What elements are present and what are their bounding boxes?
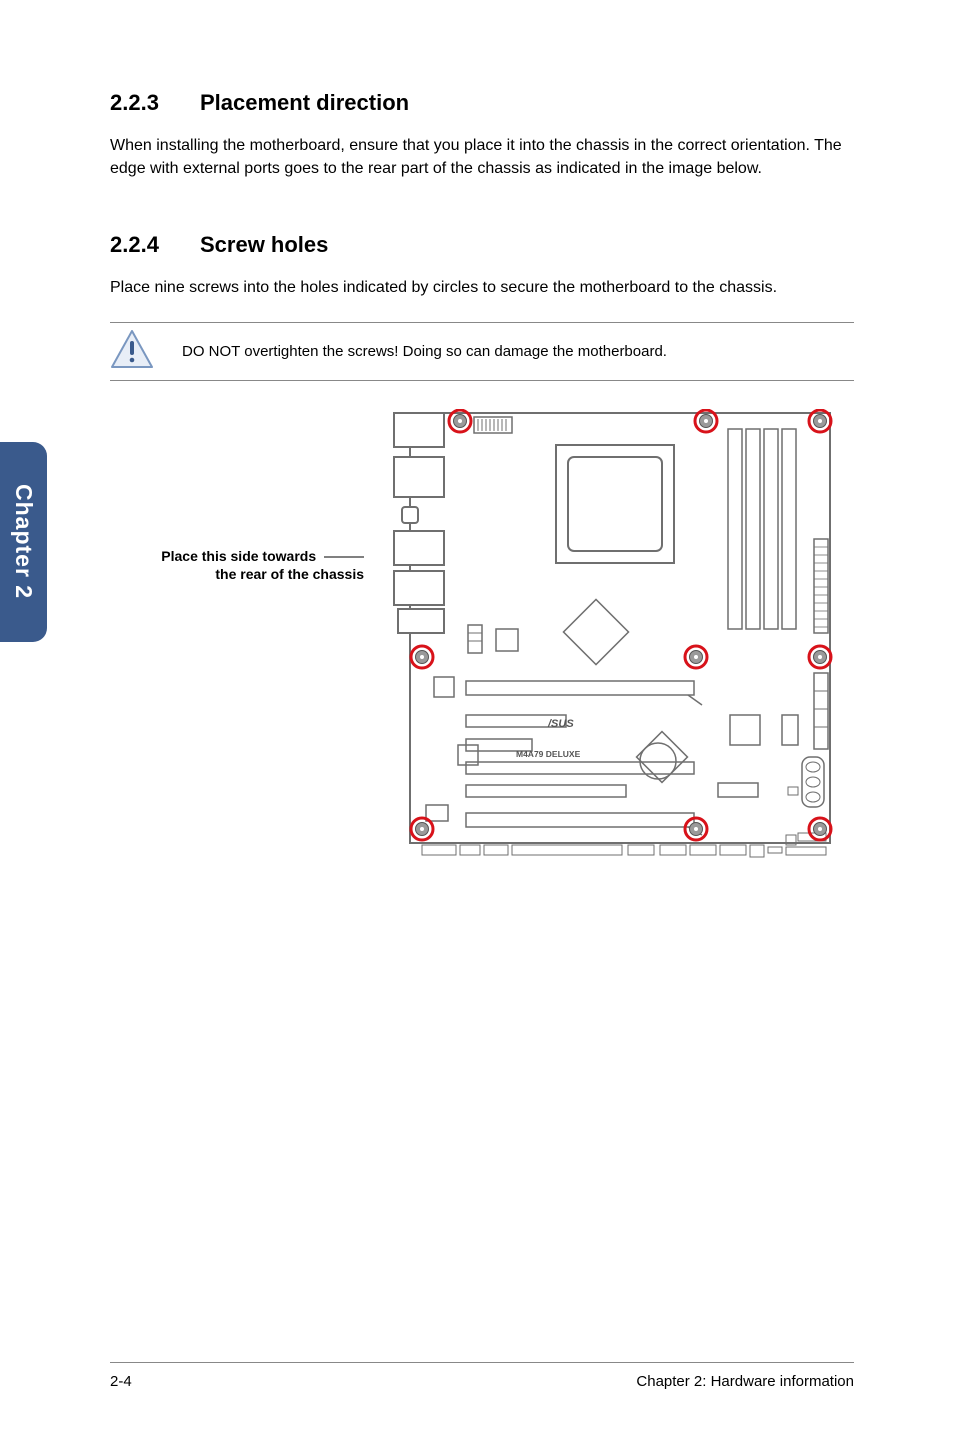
side-label-line1: Place this side towards <box>161 548 316 564</box>
section-body-placement: When installing the motherboard, ensure … <box>110 134 854 180</box>
section-title: Screw holes <box>200 232 328 257</box>
warning-icon <box>110 329 154 374</box>
warning-text: DO NOT overtighten the screws! Doing so … <box>182 343 667 360</box>
motherboard-diagram-area: Place this side towards the rear of the … <box>110 409 854 869</box>
svg-text:M4A79 DELUXE: M4A79 DELUXE <box>516 749 581 759</box>
section-number: 2.2.3 <box>110 90 200 116</box>
diagram-side-label: Place this side towards the rear of the … <box>110 547 370 585</box>
warning-callout: DO NOT overtighten the screws! Doing so … <box>110 322 854 381</box>
page-footer: 2-4 Chapter 2: Hardware information <box>0 1362 954 1390</box>
section-number: 2.2.4 <box>110 232 200 258</box>
section-title: Placement direction <box>200 90 409 115</box>
section-heading-screwholes: 2.2.4Screw holes <box>110 232 854 258</box>
svg-text:/SUS: /SUS <box>547 718 574 730</box>
footer-page-number: 2-4 <box>110 1373 132 1390</box>
chapter-tab-label: Chapter 2 <box>10 484 37 599</box>
page-content: 2.2.3Placement direction When installing… <box>0 0 954 869</box>
chapter-tab: Chapter 2 <box>0 442 47 642</box>
footer-chapter-label: Chapter 2: Hardware information <box>636 1373 854 1390</box>
section-heading-placement: 2.2.3Placement direction <box>110 90 854 116</box>
section-body-screwholes: Place nine screws into the holes indicat… <box>110 276 854 299</box>
side-label-line2: the rear of the chassis <box>215 566 364 582</box>
motherboard-diagram: /SUS M4A79 DELUXE <box>388 409 833 869</box>
